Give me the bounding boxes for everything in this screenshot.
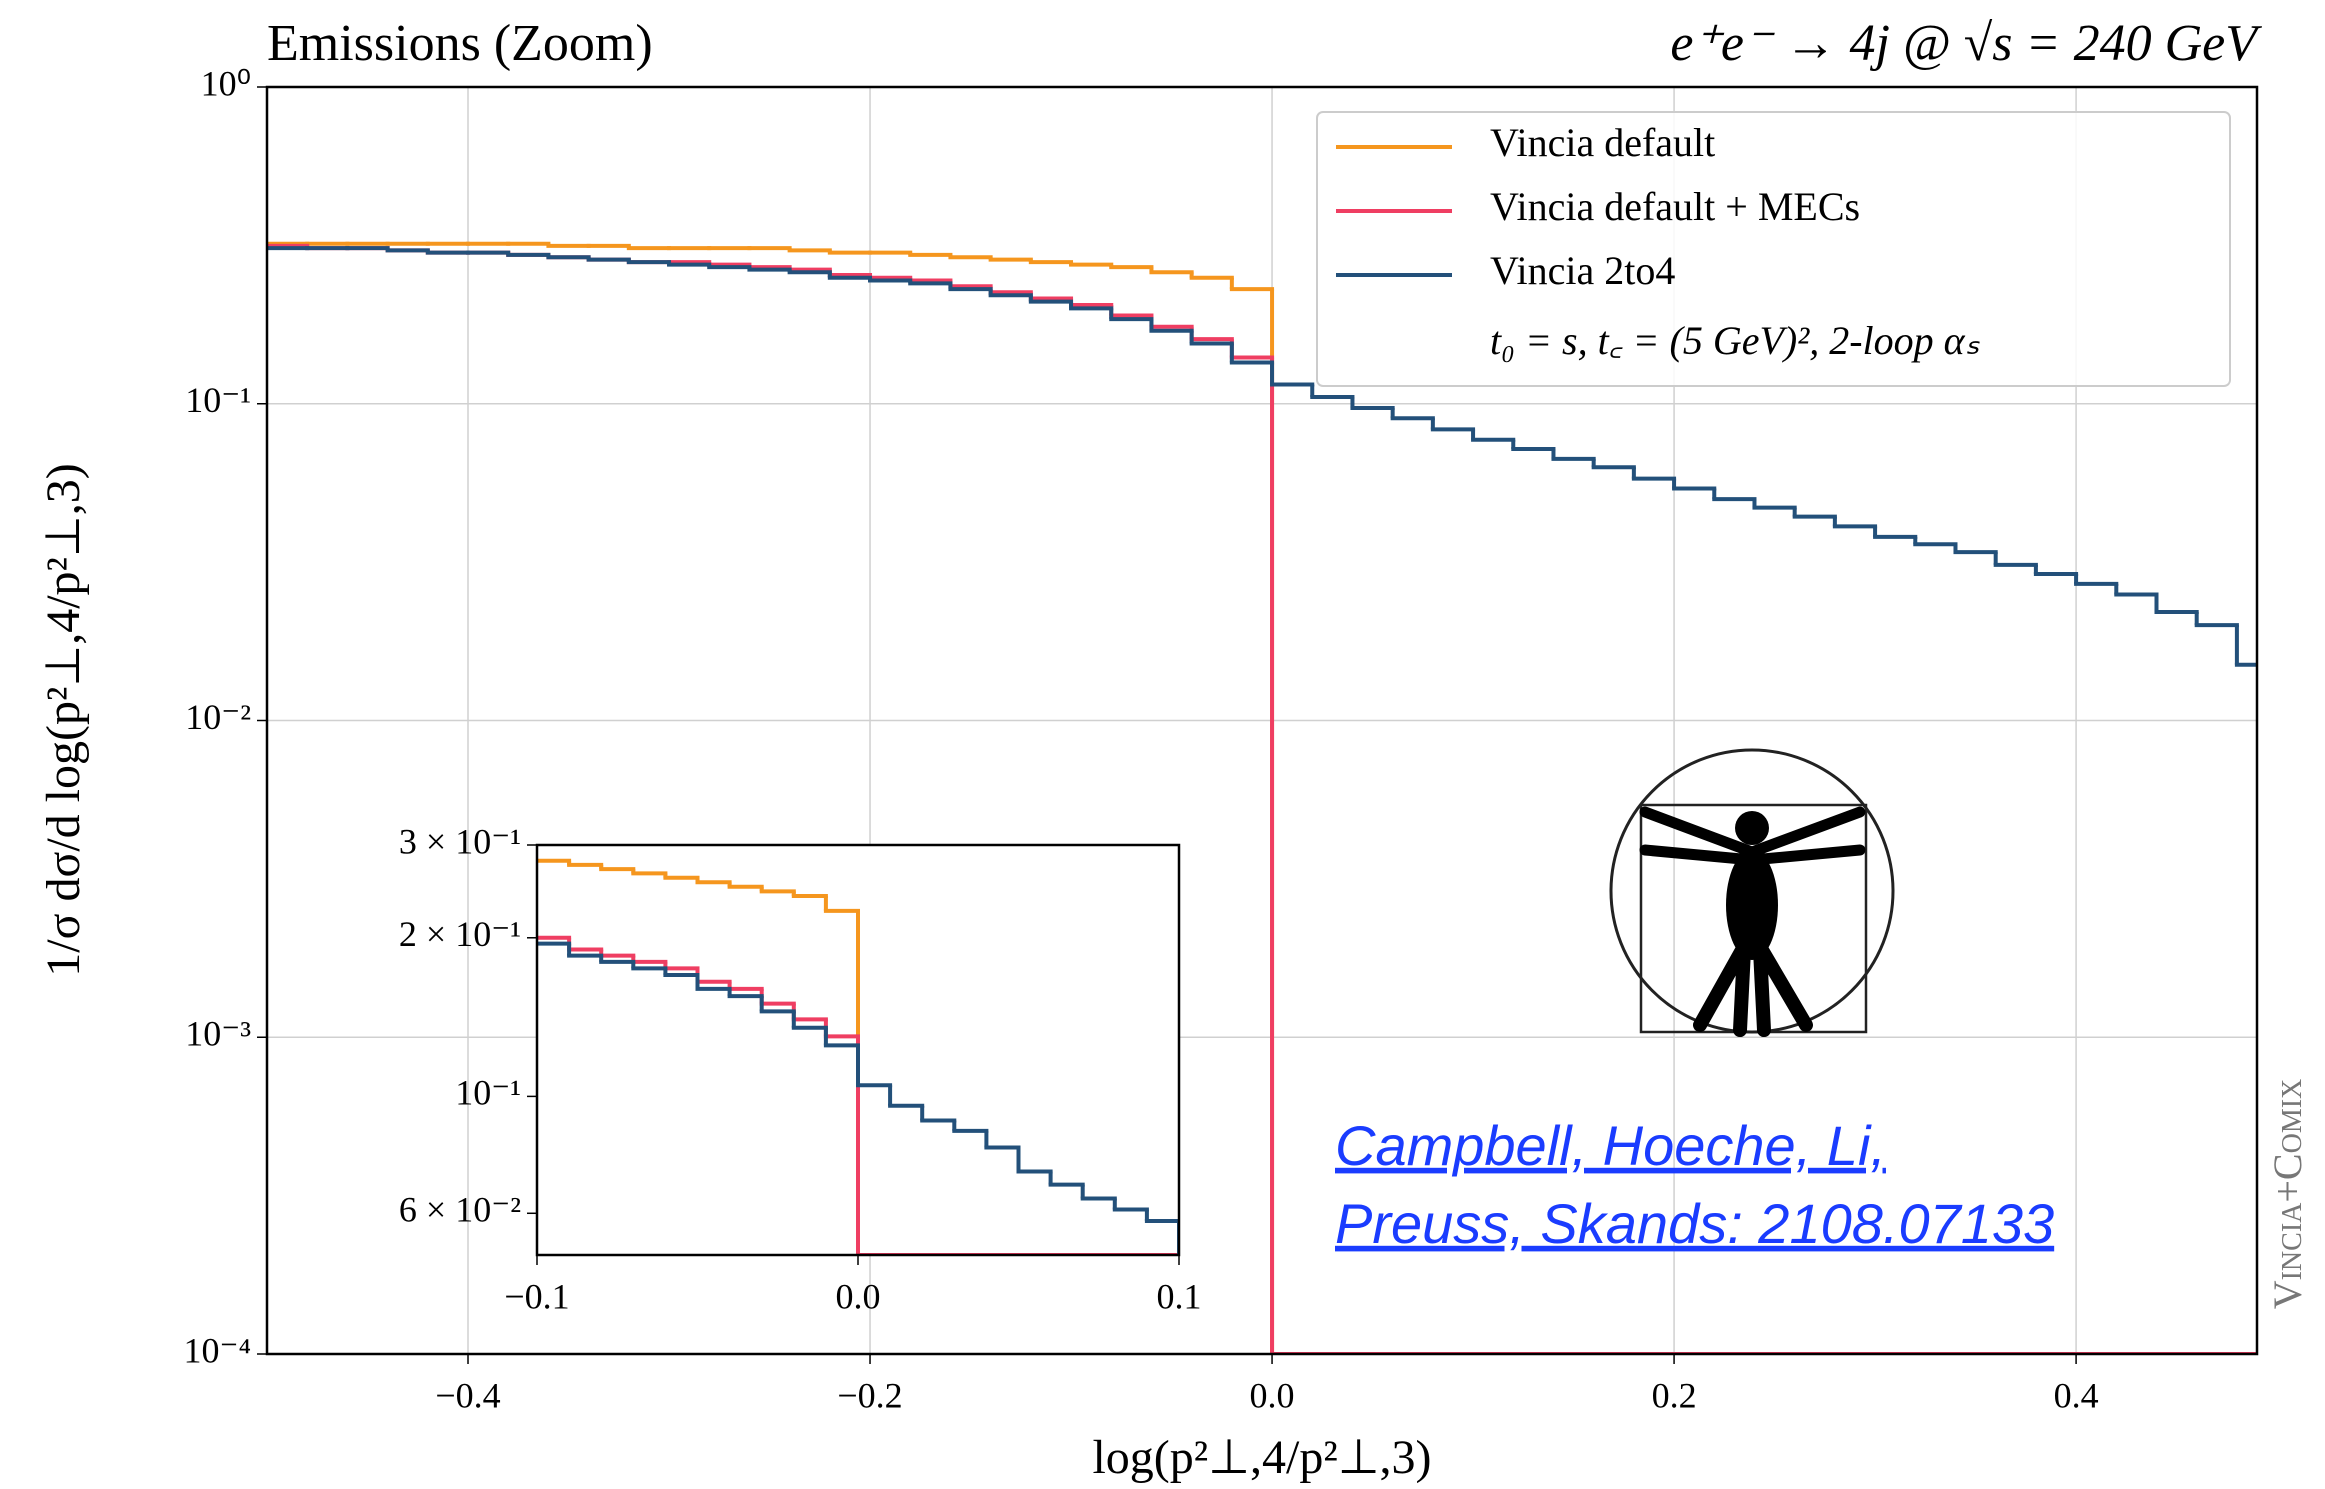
x-tick-label: 0.0 <box>1250 1375 1295 1415</box>
x-tick-label: −0.4 <box>435 1375 500 1415</box>
legend: Vincia default Vincia default + MECs Vinci… <box>1316 111 2231 387</box>
y-tick-label: 10⁻⁴ <box>183 1330 251 1370</box>
y-tick-label: 10⁻¹ <box>455 1073 521 1113</box>
y-tick-label: 3 × 10⁻¹ <box>399 821 521 861</box>
logo-head <box>1735 811 1769 845</box>
legend-label: Vincia default <box>1490 120 1715 165</box>
axes-frame <box>535 843 1181 1257</box>
series-layer <box>267 241 2257 1354</box>
y-tick-label: 2 × 10⁻¹ <box>399 914 521 954</box>
watermark: Vincia+Comix <box>2265 1079 2310 1310</box>
y-tick-label: 10⁻¹ <box>185 380 251 420</box>
logo-square <box>1639 803 1868 1034</box>
axes-frame <box>265 85 2259 1356</box>
legend-note: t₀ = s, t꜀ = (5 GeV)², 2-loop αₛ <box>1490 318 1981 363</box>
x-tick-label: 0.0 <box>836 1276 881 1316</box>
inset-chart: 3 × 10⁻¹ 2 × 10⁻¹ 10⁻¹ 6 × 10⁻² −0.1 0.0 0.1 <box>399 821 1202 1316</box>
plot-layer: 10⁻⁴ 10⁻³ 10⁻² 10⁻¹ 10⁰ −0.4 −0.2 0.0 0.2 0.4 Vinc… <box>183 63 2259 1415</box>
x-tick-label: 0.2 <box>1652 1375 1697 1415</box>
step-riser <box>567 943 1179 1255</box>
y-tick-label: 10⁻² <box>185 697 251 737</box>
process-title: e⁺e⁻ → 4j @ √s = 240 GeV <box>1670 15 2262 72</box>
legend-label: Vincia default + MECs <box>1490 184 1860 229</box>
step-riser <box>385 248 2239 665</box>
legend-label: Vincia 2to4 <box>1490 248 1675 293</box>
x-tick-label: 0.4 <box>2054 1375 2099 1415</box>
x-tick-label: 0.1 <box>1157 1276 1202 1316</box>
series-layer <box>537 858 1179 1255</box>
logo-torso <box>1726 850 1778 960</box>
legend-box <box>1316 111 2231 387</box>
citation-link[interactable]: Campbell, Hoeche, Li, <box>1335 1114 1886 1177</box>
citation-link[interactable]: Preuss, Skands: 2108.07133 <box>1335 1192 2054 1255</box>
y-axis-label: 1/σ dσ/d log(p²⊥,4/p²⊥,3) <box>37 463 90 976</box>
y-tick-label: 6 × 10⁻² <box>399 1190 521 1230</box>
y-tick-label: 10⁻³ <box>185 1014 251 1054</box>
y-tick-label: 10⁰ <box>201 63 251 103</box>
vitruvian-logo <box>1609 748 1895 1037</box>
step-riser <box>567 860 860 1255</box>
logo-legs <box>1693 943 1813 1037</box>
x-tick-label: −0.1 <box>504 1276 569 1316</box>
x-tick-label: −0.2 <box>837 1375 902 1415</box>
chart-title: Emissions (Zoom) <box>267 15 653 72</box>
x-axis-label: log(p²⊥,4/p²⊥,3) <box>1092 1431 1431 1484</box>
